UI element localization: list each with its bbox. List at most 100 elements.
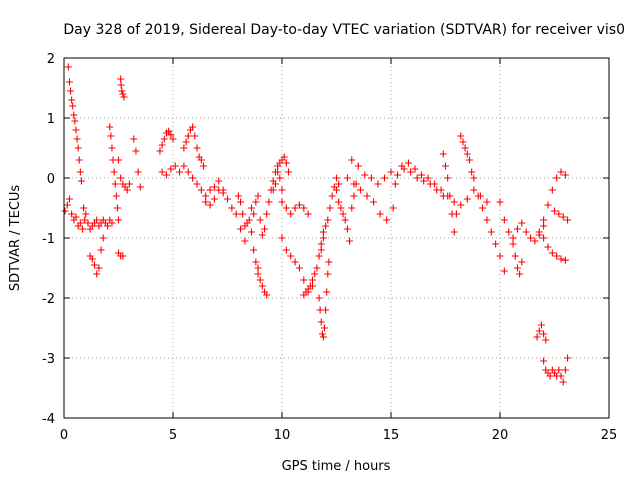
y-tick-label: 2 [47,52,55,67]
series-arc-ad [496,198,548,245]
data-point [276,174,284,182]
data-point [518,258,526,266]
data-point [111,180,119,188]
x-tick-label: 0 [60,428,68,443]
series-arc-z [391,159,491,209]
data-point [210,195,218,203]
data-point [370,198,378,206]
data-point [339,210,347,218]
data-point [106,123,114,131]
data-point [380,174,388,182]
data-point [258,282,266,290]
data-point [252,198,260,206]
data-point [68,210,76,218]
data-point [71,117,79,125]
data-point [165,127,173,135]
data-point [522,228,530,236]
data-point [337,204,345,212]
data-point [160,135,168,143]
data-point [559,213,567,221]
data-point [117,174,125,182]
data-points [61,63,572,386]
data-point [197,186,205,194]
data-point [470,174,478,182]
series-arc-ag [540,168,569,224]
data-point [234,192,242,200]
data-point [82,210,90,218]
data-point [76,219,84,227]
data-point [63,201,71,209]
data-point [269,186,277,194]
data-point [518,219,526,227]
data-point [123,186,131,194]
data-point [115,216,122,224]
data-point [206,201,214,209]
data-point [70,111,78,119]
data-point [341,216,349,224]
data-point [315,294,323,302]
data-point [361,171,369,179]
x-tick-label: 25 [601,428,618,443]
data-point [134,168,142,176]
data-point [232,210,240,218]
y-axis-ticks: -4 -3 -2 -1 0 1 2 [42,52,609,427]
data-point [202,198,210,206]
y-tick-label: 0 [47,172,55,187]
data-point [95,264,103,272]
series-arc-x [343,174,397,224]
series-arc-c [80,204,116,233]
data-point [487,228,495,236]
data-point [424,174,432,182]
y-tick-label: -4 [42,412,55,427]
data-point [215,177,223,185]
data-point [321,324,329,332]
data-point [80,204,88,212]
data-point [300,204,308,212]
data-point [398,162,406,170]
data-point [319,333,327,341]
data-point [561,171,569,179]
data-point [118,87,126,95]
data-point [206,186,214,194]
data-point [91,261,99,269]
data-point [278,234,286,242]
data-point [335,198,343,206]
data-point [317,246,325,254]
series-arc-e [106,123,122,224]
data-point [295,264,303,272]
data-point [88,255,96,263]
data-point [295,201,303,209]
data-point [77,177,85,185]
data-point [120,93,128,101]
data-point [75,156,83,164]
data-point [69,102,77,110]
data-point [479,204,487,212]
data-point [99,234,107,242]
series-arc-aj [540,354,572,386]
data-point [282,159,290,167]
data-point [245,216,253,224]
data-point [356,186,364,194]
data-point [219,186,227,194]
data-point [450,198,458,206]
data-point [559,378,567,386]
data-point [315,252,323,260]
data-point [333,186,340,194]
data-point [468,168,476,176]
data-point [444,174,452,182]
data-point [304,210,312,218]
data-point [117,75,125,83]
data-point [544,201,552,209]
data-point [333,174,340,182]
data-point [158,141,166,149]
series-arc-n [234,192,262,278]
data-point [93,270,101,278]
data-point [171,162,179,170]
data-point [450,228,458,236]
data-point [184,168,192,176]
data-point [182,138,190,146]
data-point [112,192,120,200]
data-point [180,144,188,152]
series-arc-t [300,228,327,299]
data-point [61,207,69,215]
